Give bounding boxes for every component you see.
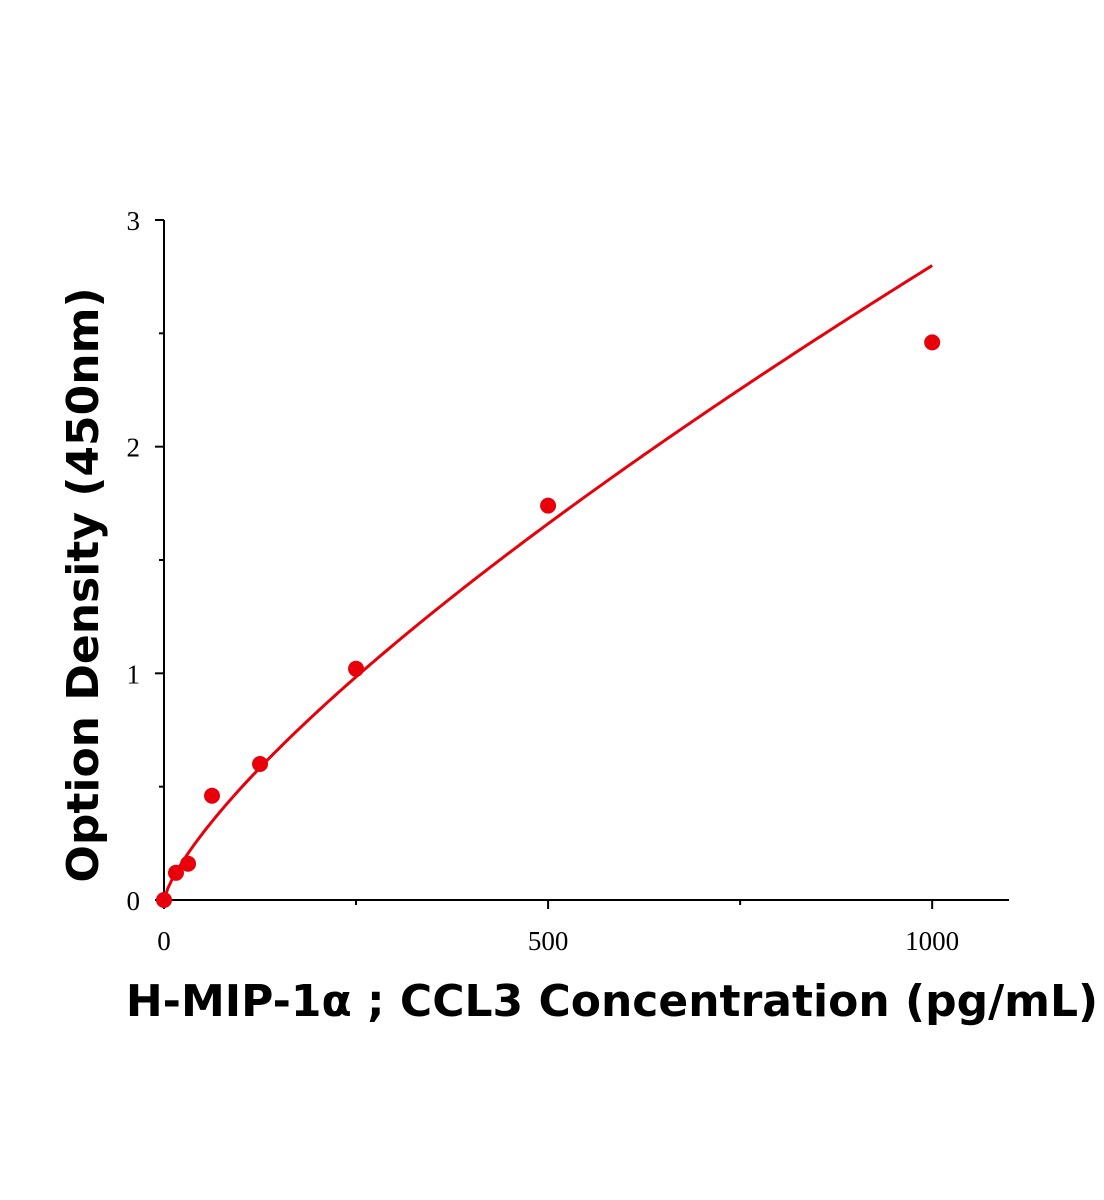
x-axis-title: H-MIP-1α ; CCL3 Concentration (pg/mL) bbox=[126, 976, 1098, 1027]
x-tick-label: 500 bbox=[528, 926, 569, 956]
data-point bbox=[180, 855, 197, 872]
data-points bbox=[156, 334, 941, 908]
data-point bbox=[348, 660, 365, 677]
data-point bbox=[156, 892, 172, 908]
data-point bbox=[204, 787, 221, 804]
y-tick-label: 2 bbox=[127, 433, 141, 463]
data-point bbox=[252, 756, 269, 772]
y-tick-label: 3 bbox=[127, 206, 141, 236]
data-point bbox=[924, 334, 941, 351]
y-tick-label: 0 bbox=[127, 886, 141, 916]
axes: 0 500 1000 0 1 2 3 bbox=[127, 206, 1009, 956]
fit-curve bbox=[162, 264, 933, 901]
data-point bbox=[540, 497, 557, 514]
y-tick-label: 1 bbox=[127, 659, 141, 689]
x-tick-label: 1000 bbox=[905, 926, 959, 956]
data-point bbox=[167, 864, 184, 881]
y-axis-title: Option Density (450nm) bbox=[58, 287, 109, 882]
x-tick-label: 0 bbox=[157, 926, 171, 956]
